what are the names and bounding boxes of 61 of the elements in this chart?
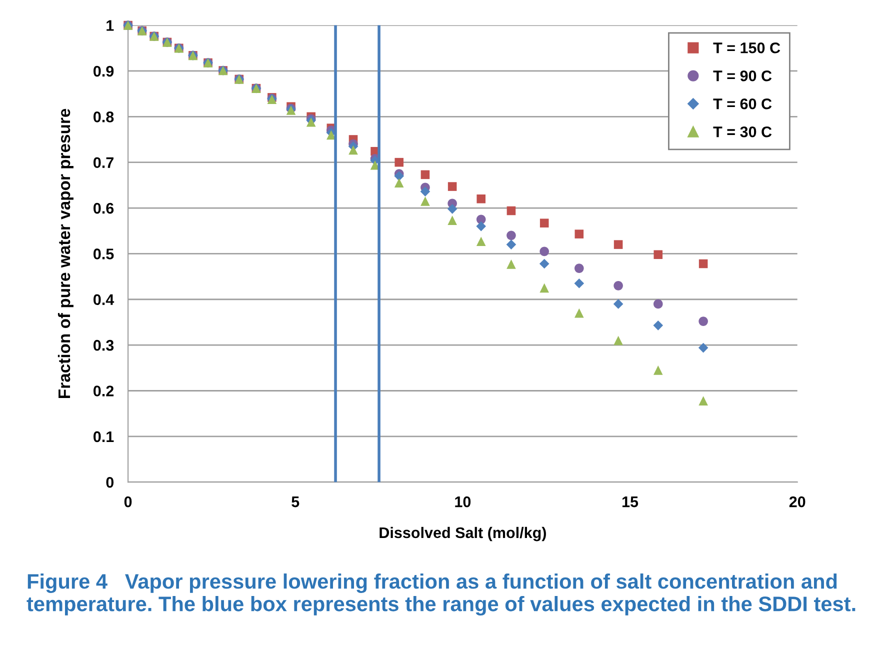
legend-label: T = 60 C	[713, 98, 772, 110]
point	[448, 182, 457, 191]
point	[654, 250, 663, 259]
x-tick-label: 5	[292, 496, 300, 508]
point	[539, 258, 550, 269]
y-tick-label: 0.6	[94, 202, 114, 214]
point	[420, 196, 430, 206]
point	[420, 170, 430, 180]
point	[613, 299, 624, 309]
legend-label: T = 150 C	[713, 42, 780, 54]
point	[476, 221, 486, 232]
y-tick-label: 0.5	[94, 248, 114, 260]
y-tick-label: 0.3	[94, 340, 114, 351]
point	[698, 342, 708, 353]
point	[540, 246, 550, 256]
point	[476, 236, 486, 246]
point	[447, 204, 458, 214]
point	[614, 281, 623, 290]
point	[394, 178, 404, 188]
point	[698, 396, 708, 406]
point	[698, 259, 708, 268]
point	[653, 320, 664, 330]
x-tick-label: 15	[622, 496, 638, 508]
legend-label: T = 90 C	[713, 70, 772, 82]
point	[698, 316, 708, 326]
point	[420, 186, 430, 196]
point	[476, 194, 486, 204]
point	[653, 299, 663, 309]
y-tick-label: 0.8	[94, 112, 114, 122]
y-tick-label: 0.4	[94, 294, 114, 306]
point	[506, 230, 516, 240]
y-axis-title: Fraction of pure water vapor presure	[58, 108, 74, 398]
point	[326, 130, 336, 140]
point	[394, 158, 404, 167]
point	[448, 216, 457, 225]
point	[540, 283, 550, 293]
caption: Figure 4 Vapor pressure lowering fraction as a function of salt concentration and temperature. The blue box represents the range of values expected in the SDDI test.	[26, 573, 856, 616]
point	[348, 145, 358, 155]
x-axis-title: Dissolved Salt (mol/kg)	[380, 526, 546, 542]
point	[574, 278, 584, 288]
legend-label: T = 30 C	[713, 126, 772, 138]
point	[614, 240, 623, 249]
point	[394, 171, 404, 181]
point	[574, 264, 584, 273]
point	[540, 218, 549, 228]
point	[506, 240, 516, 250]
point	[574, 230, 584, 238]
x-tick-label: 0	[124, 496, 132, 508]
y-tick-label: 0.2	[94, 386, 114, 396]
point	[614, 336, 623, 346]
x-tick-label: 10	[455, 496, 471, 508]
y-tick-label: 0	[106, 476, 114, 488]
y-tick-label: 0.9	[94, 66, 114, 77]
point	[574, 308, 584, 318]
y-tick-label: 1	[106, 20, 114, 31]
point	[653, 366, 663, 375]
y-tick-label: 0.1	[94, 431, 114, 442]
y-tick-label: 0.7	[94, 157, 114, 168]
x-tick-label: 20	[789, 496, 806, 508]
point	[506, 260, 516, 269]
point	[506, 206, 516, 216]
